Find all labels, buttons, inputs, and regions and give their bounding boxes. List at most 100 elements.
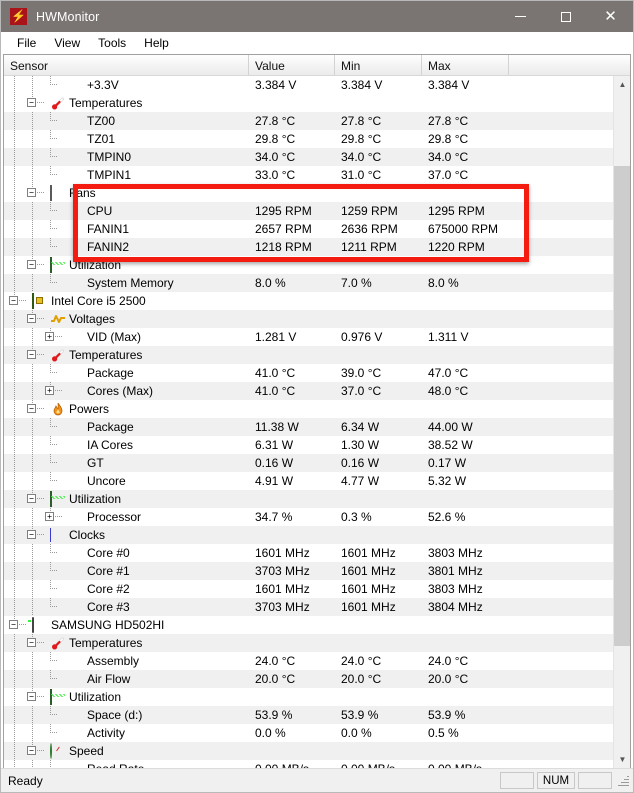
sensor-row[interactable]: Assembly 24.0 °C 24.0 °C 24.0 °C (4, 652, 630, 670)
column-header-sensor[interactable]: Sensor (4, 55, 249, 75)
resize-grip[interactable] (615, 773, 631, 789)
sensor-label: Core #2 (87, 582, 130, 596)
sensor-row[interactable]: Activity 0.0 % 0.0 % 0.5 % (4, 724, 630, 742)
sensor-row[interactable]: − Intel Core i5 2500 (4, 292, 630, 310)
maximize-button[interactable] (543, 1, 588, 32)
sensor-row[interactable]: TMPIN0 34.0 °C 34.0 °C 34.0 °C (4, 148, 630, 166)
collapse-toggle-icon[interactable]: − (27, 692, 36, 701)
sensor-row[interactable]: − Temperatures (4, 94, 630, 112)
menu-item-help[interactable]: Help (144, 36, 169, 50)
tree-guide-line (14, 544, 15, 562)
scrollbar-thumb[interactable] (614, 166, 630, 646)
scroll-up-button[interactable]: ▲ (614, 76, 630, 93)
sensor-row[interactable]: TMPIN1 33.0 °C 31.0 °C 37.0 °C (4, 166, 630, 184)
sensor-row[interactable]: Core #3 3703 MHz 1601 MHz 3804 MHz (4, 598, 630, 616)
sensor-row[interactable]: FANIN2 1218 RPM 1211 RPM 1220 RPM (4, 238, 630, 256)
sensor-row[interactable]: − SAMSUNG HD502HI (4, 616, 630, 634)
sensor-row[interactable]: FANIN1 2657 RPM 2636 RPM 675000 RPM (4, 220, 630, 238)
sensor-min: 24.0 °C (341, 654, 382, 668)
collapse-toggle-icon[interactable]: − (27, 746, 36, 755)
column-header-max[interactable]: Max (422, 55, 509, 75)
utilization-graph-icon (50, 491, 66, 507)
sensor-row[interactable]: TZ00 27.8 °C 27.8 °C 27.8 °C (4, 112, 630, 130)
scroll-down-button[interactable]: ▼ (614, 751, 630, 768)
sensor-max: 5.32 W (428, 474, 467, 488)
sensor-value: 34.7 % (255, 510, 293, 524)
sensor-row[interactable]: TZ01 29.8 °C 29.8 °C 29.8 °C (4, 130, 630, 148)
sensor-row[interactable]: Core #0 1601 MHz 1601 MHz 3803 MHz (4, 544, 630, 562)
sensor-row[interactable]: GT 0.16 W 0.16 W 0.17 W (4, 454, 630, 472)
tree-guide-line (32, 148, 33, 166)
no-icon (68, 438, 84, 452)
sensor-label: Temperatures (69, 348, 143, 362)
sensor-row[interactable]: − Fans (4, 184, 630, 202)
menu-item-file[interactable]: File (17, 36, 37, 50)
sensor-row[interactable]: − Powers (4, 400, 630, 418)
sensor-max: 48.0 °C (428, 384, 469, 398)
tree-elbow (50, 228, 57, 229)
sensor-row[interactable]: +3.3V 3.384 V 3.384 V 3.384 V (4, 76, 630, 94)
sensor-row[interactable]: Space (d:) 53.9 % 53.9 % 53.9 % (4, 706, 630, 724)
column-header-filler[interactable] (509, 55, 630, 75)
tree-guide-line (14, 742, 15, 760)
menu-item-view[interactable]: View (54, 36, 81, 50)
sensor-row[interactable]: + Cores (Max) 41.0 °C 37.0 °C 48.0 °C (4, 382, 630, 400)
collapse-toggle-icon[interactable]: − (27, 260, 36, 269)
sensor-row[interactable]: − Utilization (4, 256, 630, 274)
tree-guide-line (14, 526, 15, 544)
sensor-row[interactable]: − Temperatures (4, 346, 630, 364)
sensor-row[interactable]: IA Cores 6.31 W 1.30 W 38.52 W (4, 436, 630, 454)
sensor-row[interactable]: Core #1 3703 MHz 1601 MHz 3801 MHz (4, 562, 630, 580)
sensor-row[interactable]: Package 41.0 °C 39.0 °C 47.0 °C (4, 364, 630, 382)
tree-guide-line (50, 130, 51, 139)
collapse-toggle-icon[interactable]: − (27, 638, 36, 647)
sensor-row[interactable]: Package 11.38 W 6.34 W 44.00 W (4, 418, 630, 436)
tree-elbow (37, 498, 44, 499)
collapse-toggle-icon[interactable]: − (27, 530, 36, 539)
tree-guide-line (32, 76, 33, 94)
collapse-toggle-icon[interactable]: − (27, 350, 36, 359)
collapse-toggle-icon[interactable]: − (9, 296, 18, 305)
collapse-toggle-icon[interactable]: − (27, 314, 36, 323)
sensor-row[interactable]: Uncore 4.91 W 4.77 W 5.32 W (4, 472, 630, 490)
menu-item-tools[interactable]: Tools (98, 36, 127, 50)
collapse-toggle-icon[interactable]: − (27, 188, 36, 197)
sensor-row[interactable]: − Utilization (4, 688, 630, 706)
tree-elbow (50, 588, 57, 589)
expand-toggle-icon[interactable]: + (45, 386, 54, 395)
sensor-name-cell: System Memory (4, 274, 249, 292)
tree-guide-line (32, 544, 33, 562)
sensor-row[interactable]: − Speed (4, 742, 630, 760)
tree-guide-line (50, 238, 51, 247)
collapse-toggle-icon[interactable]: − (27, 494, 36, 503)
collapse-toggle-icon[interactable]: − (27, 404, 36, 413)
collapse-toggle-icon[interactable]: − (27, 98, 36, 107)
column-header-min[interactable]: Min (335, 55, 422, 75)
sensor-min: 27.8 °C (341, 114, 382, 128)
expand-toggle-icon[interactable]: + (45, 332, 54, 341)
sensor-value: 3.384 V (255, 78, 297, 92)
sensor-row[interactable]: + Processor 34.7 % 0.3 % 52.6 % (4, 508, 630, 526)
tree-guide-line (14, 364, 15, 382)
sensor-row[interactable]: CPU 1295 RPM 1259 RPM 1295 RPM (4, 202, 630, 220)
sensor-row[interactable]: + VID (Max) 1.281 V 0.976 V 1.311 V (4, 328, 630, 346)
sensor-name-cell: − Temperatures (4, 634, 249, 652)
sensor-row[interactable]: − Clocks (4, 526, 630, 544)
close-button[interactable]: ✕ (604, 8, 617, 25)
sensor-max: 1295 RPM (428, 204, 485, 218)
sensor-row[interactable]: System Memory 8.0 % 7.0 % 8.0 % (4, 274, 630, 292)
minimize-button[interactable] (498, 1, 543, 32)
sensor-row[interactable]: Core #2 1601 MHz 1601 MHz 3803 MHz (4, 580, 630, 598)
sensor-row[interactable]: − Temperatures (4, 634, 630, 652)
sensor-row[interactable]: − Voltages (4, 310, 630, 328)
sensor-row[interactable]: − Utilization (4, 490, 630, 508)
sensor-min: 7.0 % (341, 276, 372, 290)
collapse-toggle-icon[interactable]: − (9, 620, 18, 629)
sensor-label: TMPIN1 (87, 168, 132, 182)
vertical-scrollbar[interactable]: ▲ ▼ (613, 76, 630, 768)
column-header-value[interactable]: Value (249, 55, 335, 75)
sensor-row[interactable]: Air Flow 20.0 °C 20.0 °C 20.0 °C (4, 670, 630, 688)
tree-guide-line (14, 400, 15, 418)
sensor-row[interactable]: Read Rate0.00 MB/s0.00 MB/s0.00 MB/s (4, 760, 630, 768)
expand-toggle-icon[interactable]: + (45, 512, 54, 521)
